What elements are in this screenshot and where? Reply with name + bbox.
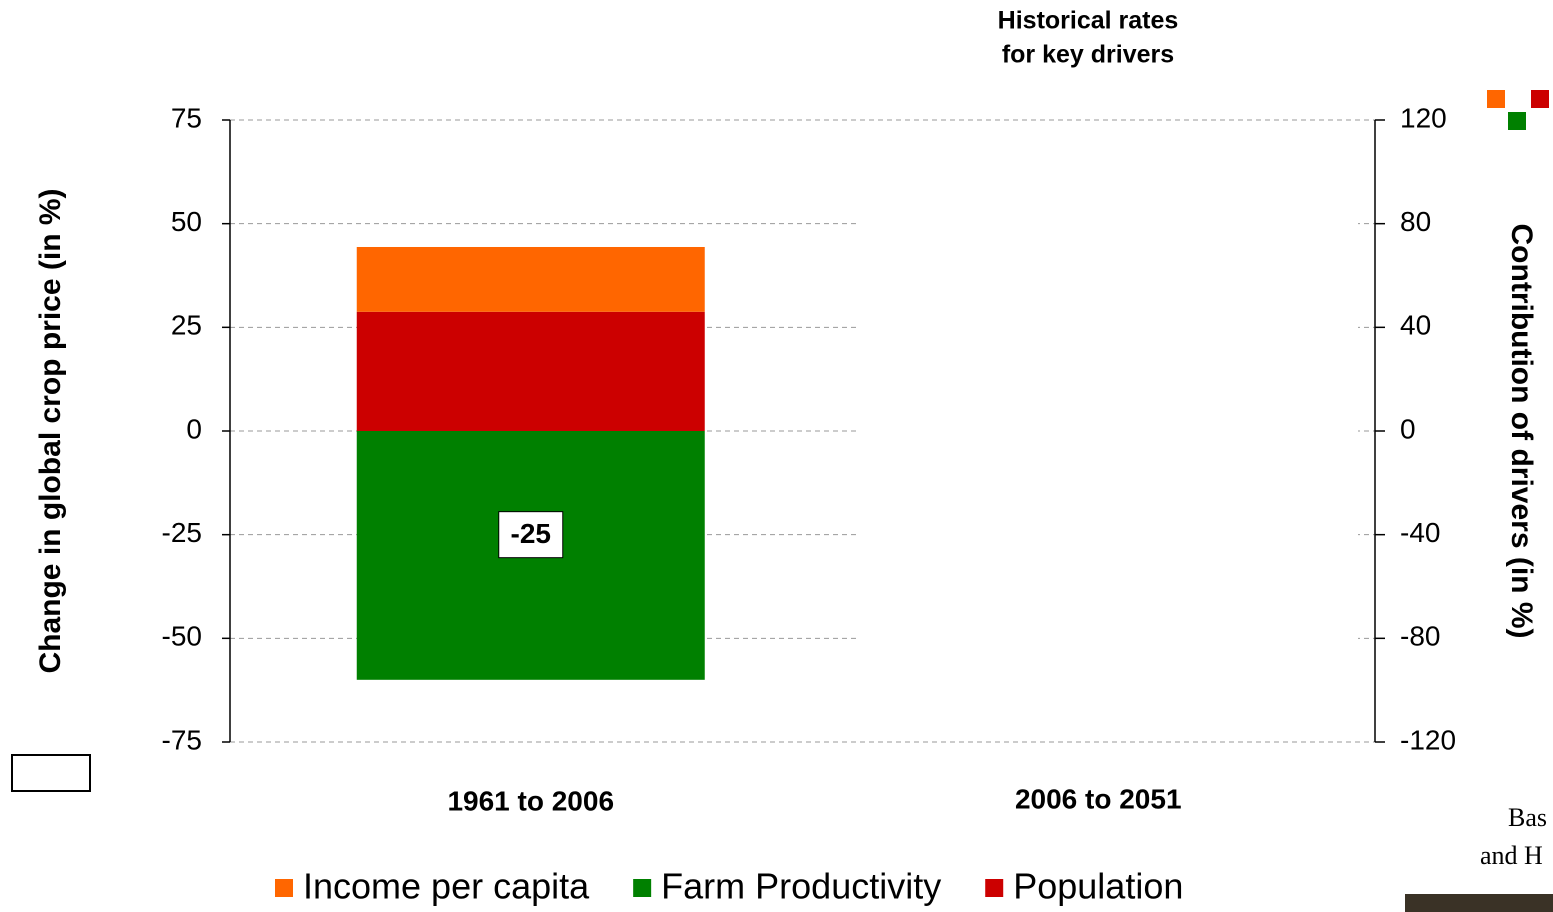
- y2-tick-label: 80: [1400, 206, 1431, 237]
- y2-tick-label: -120: [1400, 724, 1456, 755]
- y2-tick-label: 40: [1400, 310, 1431, 341]
- y2-tick-label: -80: [1400, 621, 1440, 652]
- legend-label: Income per capita: [303, 866, 590, 907]
- icon: [1487, 90, 1505, 108]
- y2-tick-label: -40: [1400, 517, 1440, 548]
- y2-axis-title: Contribution of drivers (in %): [1505, 224, 1538, 639]
- legend-label: Farm Productivity: [661, 866, 941, 907]
- chart-title: Historical rates: [998, 7, 1179, 35]
- y-tick-label: -50: [162, 621, 202, 652]
- y2-tick-label: 0: [1400, 413, 1416, 444]
- legend-swatch: [275, 879, 293, 897]
- x-tick-label: 2006 to 2051: [1015, 783, 1182, 814]
- y-tick-label: -25: [162, 517, 202, 548]
- y-tick-label: 75: [171, 102, 202, 133]
- data-label-box: [498, 511, 564, 559]
- y-tick-label: 0: [186, 413, 202, 444]
- marks: [356, 246, 705, 680]
- y-axis-title: Change in global crop price (in %): [34, 188, 67, 673]
- legend-swatch: [985, 879, 1004, 897]
- legend-swatch: [633, 879, 652, 897]
- y-tick-label: -75: [162, 724, 202, 755]
- box: [11, 754, 91, 792]
- side-text: and H: [1480, 841, 1543, 870]
- legend-label: Population: [1013, 866, 1183, 907]
- bar-segment: [356, 311, 705, 431]
- y2-tick-label: 120: [1400, 102, 1447, 133]
- chart-title: for key drivers: [1002, 41, 1174, 69]
- side-text: Bas: [1508, 803, 1547, 832]
- icon: [1508, 112, 1526, 130]
- bar-segment: [356, 246, 705, 312]
- icon: [1531, 90, 1549, 108]
- x-tick-label: 1961 to 2006: [447, 785, 614, 816]
- y-tick-label: 50: [171, 206, 202, 237]
- image: [1405, 894, 1553, 912]
- data-label: -25: [511, 518, 551, 549]
- y-tick-label: 25: [171, 310, 202, 341]
- grid-mask: [860, 126, 1358, 738]
